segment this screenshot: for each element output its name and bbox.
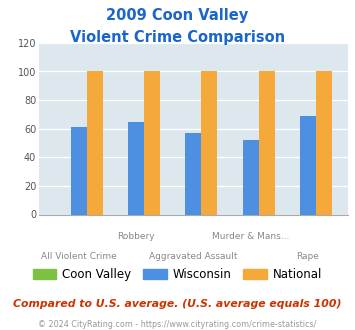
- Bar: [243, 140, 259, 214]
- Text: Rape: Rape: [296, 252, 319, 261]
- Bar: [128, 121, 144, 214]
- Bar: [185, 133, 202, 214]
- Legend: Coon Valley, Wisconsin, National: Coon Valley, Wisconsin, National: [28, 263, 327, 286]
- Text: © 2024 CityRating.com - https://www.cityrating.com/crime-statistics/: © 2024 CityRating.com - https://www.city…: [38, 320, 317, 329]
- Bar: [316, 72, 332, 214]
- Text: Murder & Mans...: Murder & Mans...: [212, 232, 289, 241]
- Text: Compared to U.S. average. (U.S. average equals 100): Compared to U.S. average. (U.S. average …: [13, 299, 342, 309]
- Bar: [202, 72, 218, 214]
- Bar: [87, 72, 103, 214]
- Text: Robbery: Robbery: [118, 232, 155, 241]
- Bar: [71, 127, 87, 214]
- Text: Aggravated Assault: Aggravated Assault: [149, 252, 238, 261]
- Bar: [259, 72, 275, 214]
- Text: 2009 Coon Valley: 2009 Coon Valley: [106, 8, 248, 23]
- Bar: [300, 116, 316, 214]
- Text: All Violent Crime: All Violent Crime: [41, 252, 117, 261]
- Text: Violent Crime Comparison: Violent Crime Comparison: [70, 30, 285, 45]
- Bar: [144, 72, 160, 214]
